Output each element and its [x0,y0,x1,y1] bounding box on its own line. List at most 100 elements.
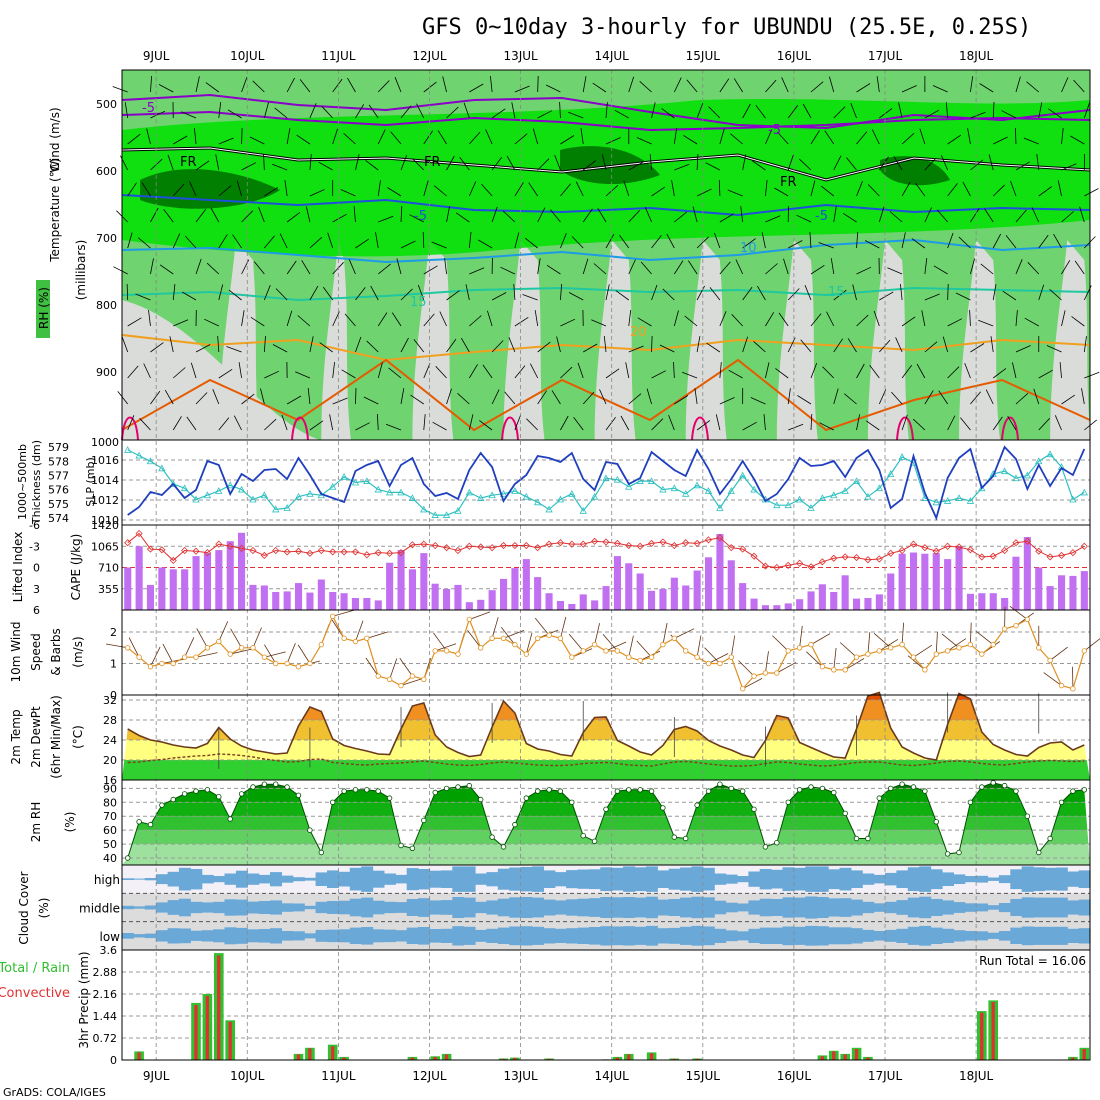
wind-barb [666,233,675,249]
cloud-bar-middle [634,897,647,918]
ylabel-cloud: Cloud Cover [17,871,31,944]
wind-barb [619,234,630,249]
cape-bar [989,593,997,610]
wind-barb [777,131,789,145]
lifted-index-point [420,540,428,548]
contour-30-1 [291,416,309,441]
wind-barb [1084,371,1100,379]
lifted-index-point [249,546,257,555]
wind-barb [651,370,666,379]
lifted-index-point [477,543,485,551]
wind-barb [765,362,770,379]
wind-speed-point [261,654,268,660]
wind-barb-10m [433,632,447,652]
cloud-bar-middle [828,898,841,917]
cloud-bar-low [748,928,761,943]
contour-label: -5 [414,209,427,224]
wind-barb-10m [1084,638,1100,652]
cloud-bar-low [998,931,1011,941]
panel-frame-slp [121,439,1091,526]
rh-ytick: 70 [103,810,117,823]
wind-barb [263,285,271,301]
cloud-bar-low [270,928,282,944]
temp-line [127,691,1085,761]
lifted-index-point [181,546,189,555]
cloud-bar-middle [623,897,636,918]
lifted-index-point [727,544,735,552]
wind-barb [1073,79,1085,93]
wind-barb [731,314,743,327]
precip-convective-bar [513,1057,517,1060]
rh-ytick: 90 [103,782,117,795]
lifted-index-point [431,541,439,550]
wind-barb [605,284,610,301]
wind-barb [309,189,325,197]
wind-barb [172,284,176,301]
wind-barb [560,183,572,197]
thickness-point [590,492,599,500]
wind-barb [218,234,228,249]
cloud-bar-high [668,868,681,890]
precip-ytick: 1.44 [93,1010,118,1023]
wind-barb [444,258,447,275]
wind-barb [215,154,220,171]
wind-barb [365,160,379,171]
rh-point [888,785,894,792]
cloud-bar-low [463,926,476,945]
cape-bar [579,594,587,610]
precip-convective-bar [217,955,221,1060]
wind-barb [898,102,903,119]
wind-speed-point [181,654,188,660]
cloud-bar-middle [953,902,966,913]
wind-barb [124,102,129,119]
rh-point [648,788,655,794]
cloud-bar-middle [896,900,909,915]
lifted-index-point [921,544,929,552]
cloud-bar-high [463,866,476,892]
wind-barb-10m [560,616,567,639]
wind-barb [829,76,835,93]
x-tick-bottom: 14JUL [595,1069,630,1083]
wind-barb-10m [467,629,482,649]
rh-point [181,791,188,797]
wind-barb [970,76,974,93]
lifted-index-point [966,546,974,554]
wind-barb-10m [389,658,398,680]
precip-convective-bar [832,1051,836,1060]
cloud-bar-middle [201,902,214,913]
wind-speed-point [569,654,575,660]
cloud-bar-low [919,925,932,946]
contour-label: FR [180,155,197,170]
cloud-bar-low [304,933,317,939]
wind-speed-point [648,654,655,660]
wind-barb [992,416,1003,431]
wind-barb [465,284,470,301]
cloud-bar-low [942,928,954,943]
thickness-point [374,485,382,493]
wind-barb [1057,180,1062,197]
cloud-bar-high [543,870,556,888]
lifted-index-point [534,544,542,552]
cloud-bar-middle [1033,897,1046,918]
wind-barb [709,287,721,301]
wind-barb [985,389,994,405]
wind-barb [651,186,666,197]
wind-barb [412,158,425,171]
wind-barb [947,134,962,145]
wind-barb [673,361,675,379]
wind-barb [826,311,835,327]
cloud-bar-middle [816,897,829,918]
thickness-point [852,477,861,484]
lifted-index-point [226,542,234,550]
thickness-point [465,488,474,496]
cloud-bar-middle [805,896,818,919]
cloud-bar-low [235,927,248,944]
wind-barb [1015,209,1027,223]
wind-barb [921,310,926,327]
wind-barb-10m [947,638,967,652]
wind-barb-10m [605,641,627,652]
cloud-bar-high [759,869,772,890]
rh-point [694,802,700,808]
contour-30-4 [896,416,914,441]
wind-barb-10m [742,678,763,690]
